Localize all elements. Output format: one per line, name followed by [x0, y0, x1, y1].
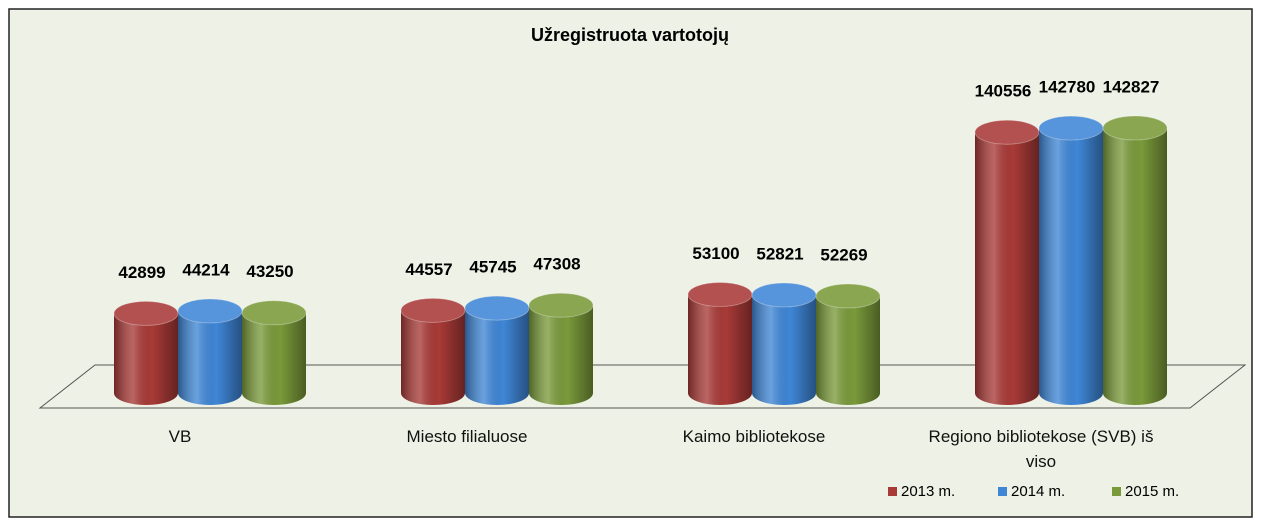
legend-label: 2014 m. — [1011, 483, 1065, 500]
legend-label: 2013 m. — [901, 483, 955, 500]
data-label: 47308 — [533, 255, 580, 274]
cylinder-top — [177, 298, 243, 324]
data-label: 52821 — [756, 244, 803, 263]
data-label: 45745 — [469, 258, 516, 277]
cylinder-top — [815, 283, 881, 309]
cylinder-top-light — [242, 300, 306, 325]
cylinder-top-light — [1039, 116, 1103, 141]
cylinder-top-light — [1103, 116, 1167, 140]
cylinder-top-light — [688, 282, 752, 307]
legend-label: 2015 m. — [1125, 483, 1179, 500]
data-label: 142780 — [1039, 78, 1096, 97]
cylinder-top-light — [401, 298, 465, 323]
cylinder-top — [528, 292, 594, 318]
data-label: 44557 — [405, 260, 452, 279]
cylinder-shade — [465, 308, 529, 405]
x-tick-label: Miesto filialuose — [406, 427, 528, 446]
cylinder-shade — [816, 296, 880, 405]
cylinder-top — [751, 282, 817, 308]
x-tick-label: VB — [168, 427, 192, 446]
data-label: 42899 — [118, 263, 165, 282]
cylinder-shade — [688, 294, 752, 405]
floor — [38, 364, 1247, 409]
data-label: 43250 — [246, 262, 293, 281]
data-label: 140556 — [975, 82, 1032, 101]
cylinder-shade — [529, 305, 593, 405]
legend-swatch — [998, 487, 1007, 496]
legend-swatch — [888, 487, 897, 496]
legend-swatch — [1112, 487, 1121, 496]
data-label: 44214 — [182, 260, 230, 279]
cylinder-top-light — [752, 282, 816, 307]
cylinder-shade — [242, 312, 306, 405]
x-tick-label: Regiono bibliotekose (SVB) iš viso — [928, 427, 1154, 471]
cylinder-top — [687, 281, 753, 307]
chart-title: Užregistruota vartotojų — [531, 25, 729, 45]
cylinder-shade — [178, 310, 242, 405]
cylinder-top-light — [975, 120, 1039, 145]
cylinder-shade — [752, 294, 816, 405]
cylinder-top — [1102, 115, 1168, 141]
cylinder-top-light — [114, 301, 178, 326]
data-label: 52269 — [820, 246, 867, 265]
cylinder-shade — [401, 310, 465, 405]
cylinder-top-light — [178, 298, 242, 323]
cylinder-top-light — [529, 293, 593, 318]
cylinder-shade — [975, 132, 1039, 405]
cylinder-top — [241, 300, 307, 326]
cylinder-top-light — [465, 296, 529, 321]
data-label: 53100 — [692, 244, 739, 263]
cylinder-shade — [1103, 128, 1167, 405]
x-tick-label: Kaimo bibliotekose — [682, 427, 826, 446]
data-label: 142827 — [1103, 77, 1160, 96]
cylinder-top-light — [816, 284, 880, 309]
cylinder-shade — [114, 313, 178, 405]
cylinder-shade — [1039, 128, 1103, 405]
